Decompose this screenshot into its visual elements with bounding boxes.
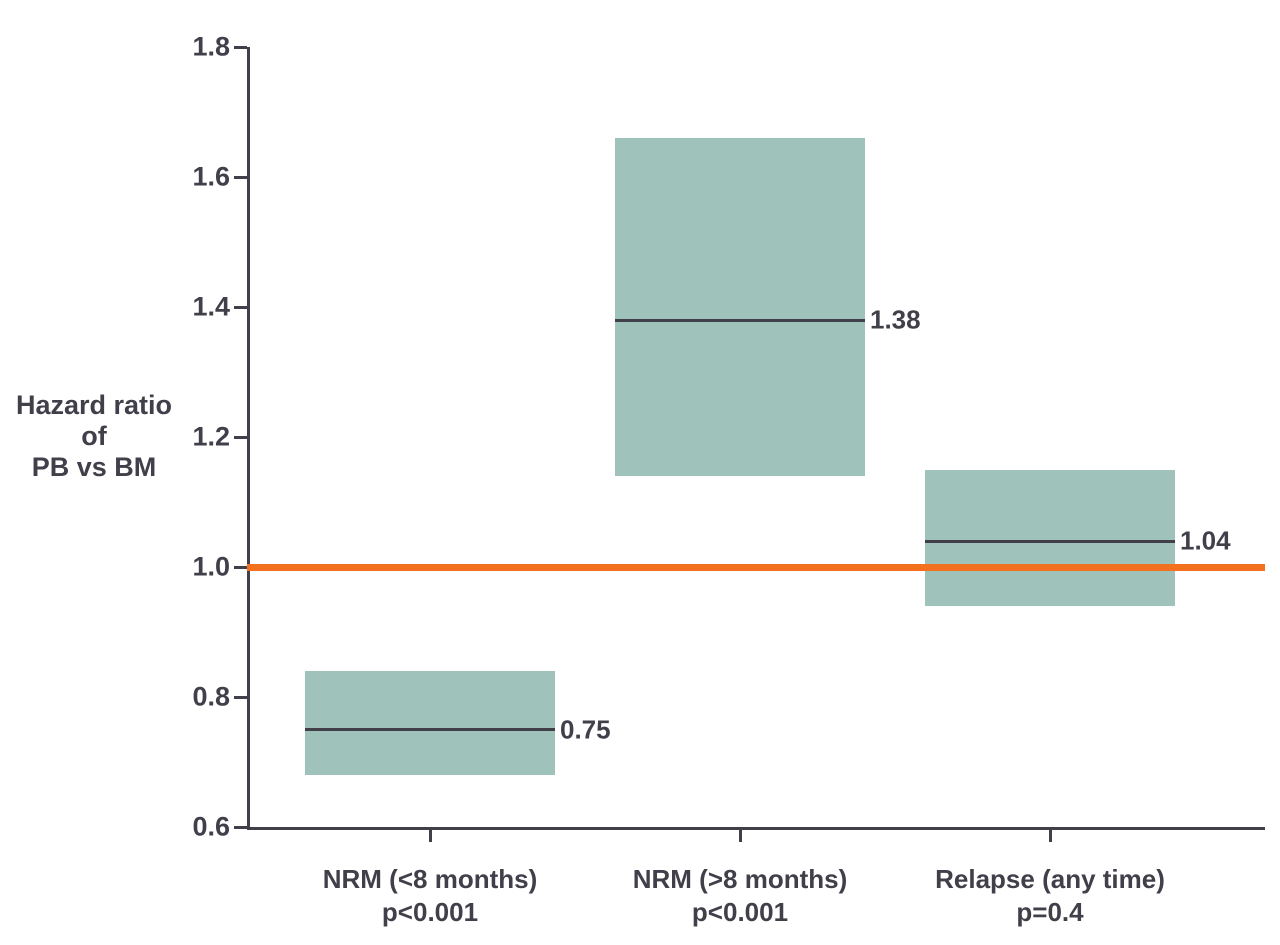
y-axis-tick: [234, 45, 247, 49]
hazard-ratio-value: 0.75: [560, 714, 611, 744]
y-axis-tick: [234, 565, 247, 569]
y-axis-tick-label: 1.4: [192, 291, 230, 322]
y-axis-title-line-2: of: [81, 421, 107, 451]
y-axis-title: Hazard ratio of PB vs BM: [0, 390, 188, 483]
y-axis-title-line-3: PB vs BM: [31, 452, 157, 482]
x-axis-tick: [1048, 830, 1052, 842]
hazard-ratio-value: 1.04: [1180, 525, 1231, 556]
y-axis-line: [247, 47, 250, 830]
hazard-ratio-line: [925, 539, 1175, 543]
y-axis-tick-label: 0.8: [192, 681, 230, 712]
y-axis-tick: [234, 175, 247, 179]
category-name: Relapse (any time): [935, 864, 1165, 894]
plot-area: 1.8 1.6 1.4 1.2 1.0 0.8 0.6 0.75 NRM (<8 months)…: [192, 32, 1265, 927]
category-p-value: p<0.001: [381, 897, 479, 927]
x-axis-line: [247, 827, 1265, 830]
y-axis-tick-label: 1.2: [192, 421, 230, 452]
y-axis-tick-label: 0.6: [192, 811, 230, 842]
y-axis-tick-label: 1.8: [192, 31, 230, 62]
ci-box: [305, 671, 555, 775]
x-axis-tick: [738, 830, 742, 842]
hazard-ratio-value: 1.38: [870, 304, 921, 335]
y-axis-tick-label: 1.0: [192, 551, 230, 582]
hazard-ratio-line: [615, 318, 865, 322]
category-label: NRM (>8 months) p<0.001: [633, 863, 848, 929]
y-axis-tick: [234, 825, 247, 829]
category-name: NRM (<8 months): [322, 864, 538, 894]
y-axis-title-line-1: Hazard ratio: [15, 390, 173, 420]
reference-line-hr-1: [247, 563, 1265, 571]
category-label: Relapse (any time) p=0.4: [935, 863, 1165, 929]
ci-box: [925, 469, 1175, 606]
category-name: NRM (>8 months): [632, 864, 848, 894]
x-axis-tick: [428, 830, 432, 842]
y-axis-tick-label: 1.6: [192, 161, 230, 192]
category-p-value: p<0.001: [691, 897, 789, 927]
y-axis-tick: [234, 305, 247, 309]
y-axis-tick: [234, 695, 247, 699]
ci-box: [615, 138, 865, 476]
category-p-value: p=0.4: [1016, 897, 1084, 927]
hazard-ratio-line: [305, 728, 555, 731]
category-label: NRM (<8 months) p<0.001: [323, 863, 538, 929]
y-axis-tick: [234, 435, 247, 439]
